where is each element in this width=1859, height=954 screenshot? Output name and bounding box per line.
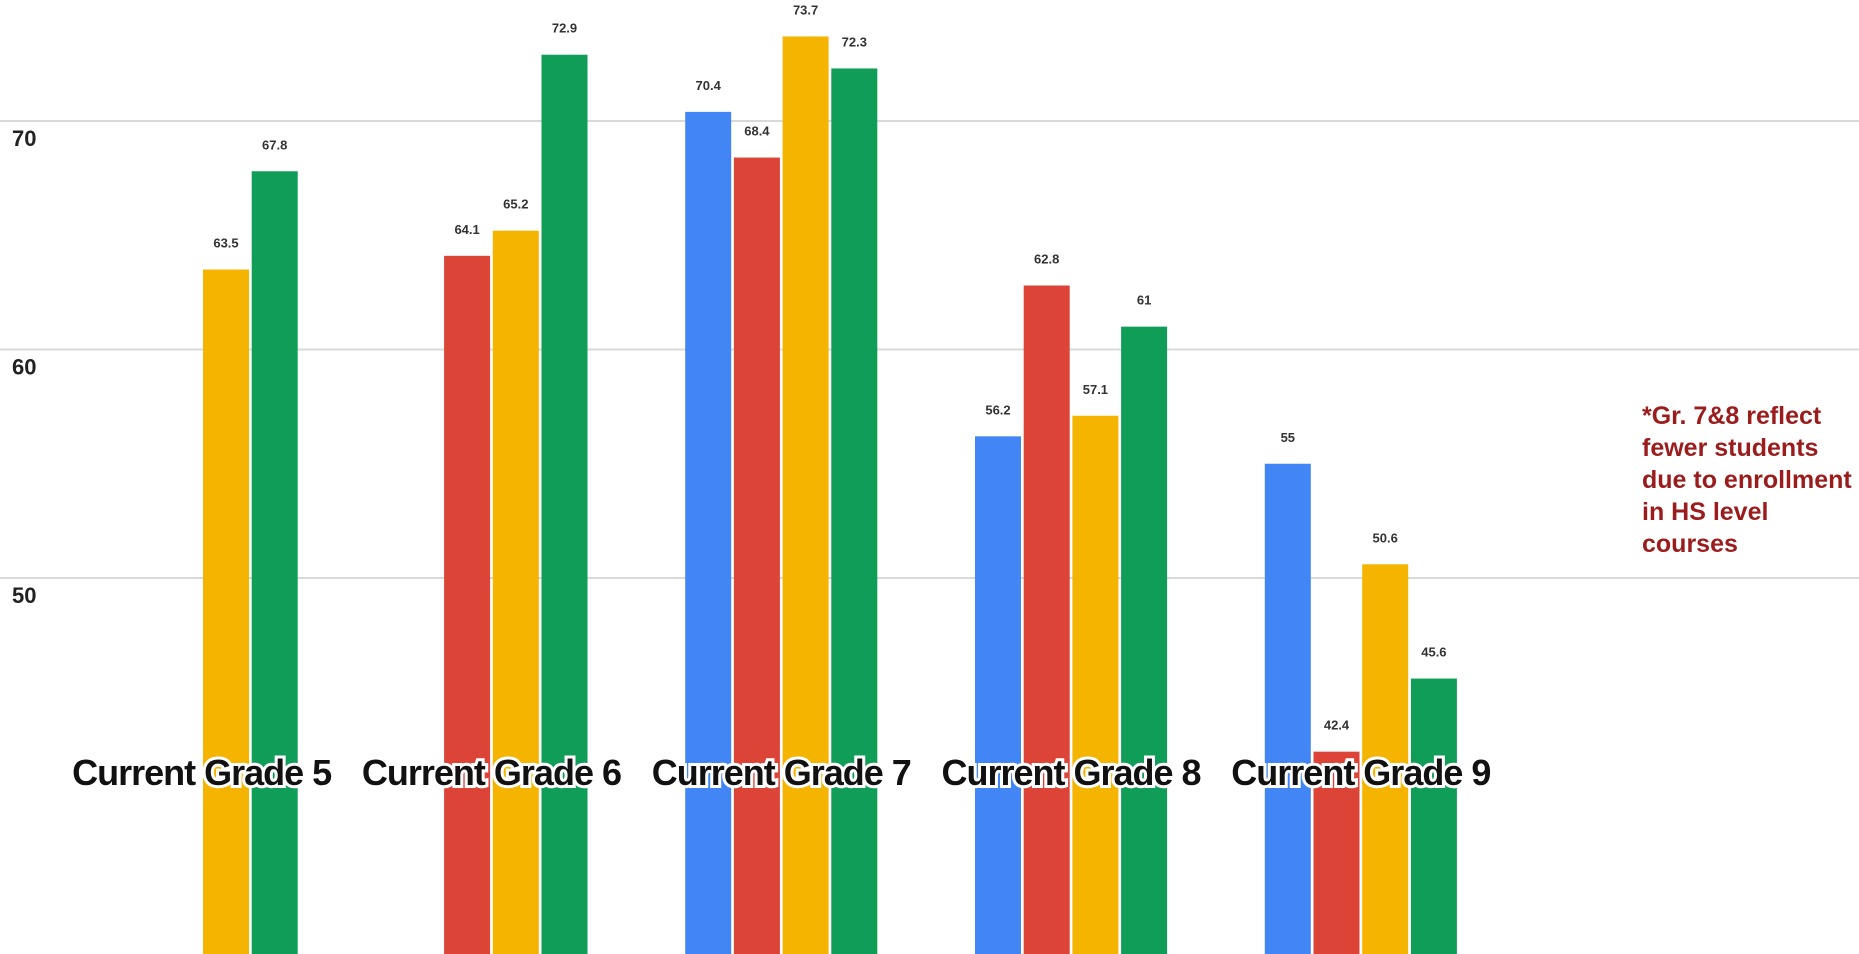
bar bbox=[1362, 564, 1409, 954]
data-label: 72.3 bbox=[842, 34, 867, 49]
bar bbox=[1072, 415, 1119, 954]
data-label: 67.8 bbox=[262, 137, 287, 152]
bar bbox=[831, 68, 878, 954]
bar bbox=[1121, 326, 1168, 954]
data-label: 42.4 bbox=[1324, 718, 1350, 733]
bar bbox=[1410, 678, 1457, 954]
data-label: 64.1 bbox=[454, 222, 479, 237]
bar bbox=[782, 36, 829, 954]
value-labels: 63.5 67.8 64.1 65.2 72.9 70.4 68.4 73.7 72.3 56.2… bbox=[213, 2, 1446, 732]
data-label: 73.7 bbox=[793, 2, 818, 17]
bar bbox=[492, 230, 539, 954]
bar bbox=[733, 157, 780, 954]
bar bbox=[203, 269, 249, 954]
bar bbox=[541, 54, 588, 954]
y-tick-label: 50 bbox=[12, 583, 36, 608]
data-label: 57.1 bbox=[1083, 382, 1108, 397]
gridlines bbox=[0, 120, 1859, 579]
data-label: 55 bbox=[1281, 430, 1295, 445]
category-labels: Current Grade 5 Current Grade 6 Current Gr… bbox=[69, 749, 1494, 796]
bar bbox=[1023, 285, 1070, 954]
data-label: 62.8 bbox=[1034, 252, 1059, 267]
bars bbox=[203, 36, 1457, 954]
data-label: 72.9 bbox=[552, 21, 577, 36]
data-label: 65.2 bbox=[503, 197, 528, 212]
category-label: Current Grade 7 bbox=[652, 752, 911, 793]
data-label: 56.2 bbox=[985, 402, 1010, 417]
annotation-note: *Gr. 7&8 reflect fewer students due to e… bbox=[1642, 402, 1852, 558]
data-label: 68.4 bbox=[744, 124, 770, 139]
y-axis-ticks: 50 60 70 bbox=[12, 126, 36, 608]
data-label: 50.6 bbox=[1373, 530, 1398, 545]
category-label: Current Grade 9 bbox=[1231, 752, 1490, 793]
data-label: 70.4 bbox=[696, 78, 722, 93]
data-label: 45.6 bbox=[1421, 645, 1446, 660]
category-label: Current Grade 5 bbox=[72, 752, 332, 793]
bar bbox=[1313, 751, 1360, 954]
bar bbox=[251, 171, 298, 954]
bar bbox=[975, 436, 1021, 954]
data-label: 63.5 bbox=[213, 236, 238, 251]
y-tick-label: 70 bbox=[12, 126, 36, 151]
bar bbox=[1264, 463, 1311, 954]
bar bbox=[685, 111, 732, 954]
category-label: Current Grade 6 bbox=[362, 752, 621, 793]
data-label: 61 bbox=[1137, 293, 1151, 308]
y-tick-label: 60 bbox=[12, 355, 36, 380]
category-label: Current Grade 8 bbox=[942, 752, 1201, 793]
bar bbox=[444, 255, 491, 954]
